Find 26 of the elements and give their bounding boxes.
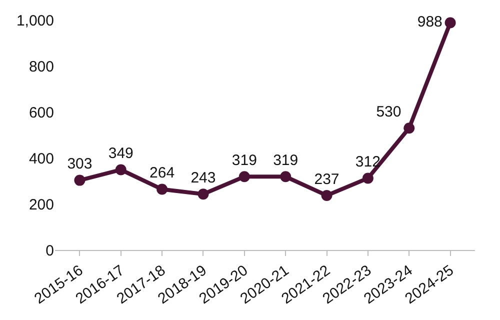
y-tick-label: 200	[28, 196, 54, 214]
data-label: 303	[67, 156, 92, 173]
y-tick-label: 1,000	[16, 12, 54, 30]
point	[362, 172, 374, 184]
point	[238, 171, 250, 182]
point	[74, 174, 86, 186]
data-label: 349	[108, 145, 134, 162]
point	[444, 17, 456, 28]
point	[404, 122, 415, 134]
data-label: 530	[376, 103, 402, 120]
point	[115, 164, 126, 176]
y-tick-label: 600	[28, 104, 54, 122]
y-tick-label: 0	[46, 242, 54, 260]
point	[321, 190, 332, 201]
data-label: 243	[190, 169, 216, 186]
data-label: 988	[417, 14, 442, 31]
y-tick-label: 400	[28, 150, 54, 168]
point	[156, 184, 168, 195]
point	[198, 188, 209, 200]
data-label: 319	[273, 152, 298, 170]
y-tick-label: 800	[28, 58, 54, 76]
point	[280, 171, 292, 182]
data-label: 312	[355, 154, 380, 171]
data-label: 237	[314, 170, 340, 188]
data-label: 264	[150, 164, 175, 182]
data-label: 319	[232, 152, 257, 170]
